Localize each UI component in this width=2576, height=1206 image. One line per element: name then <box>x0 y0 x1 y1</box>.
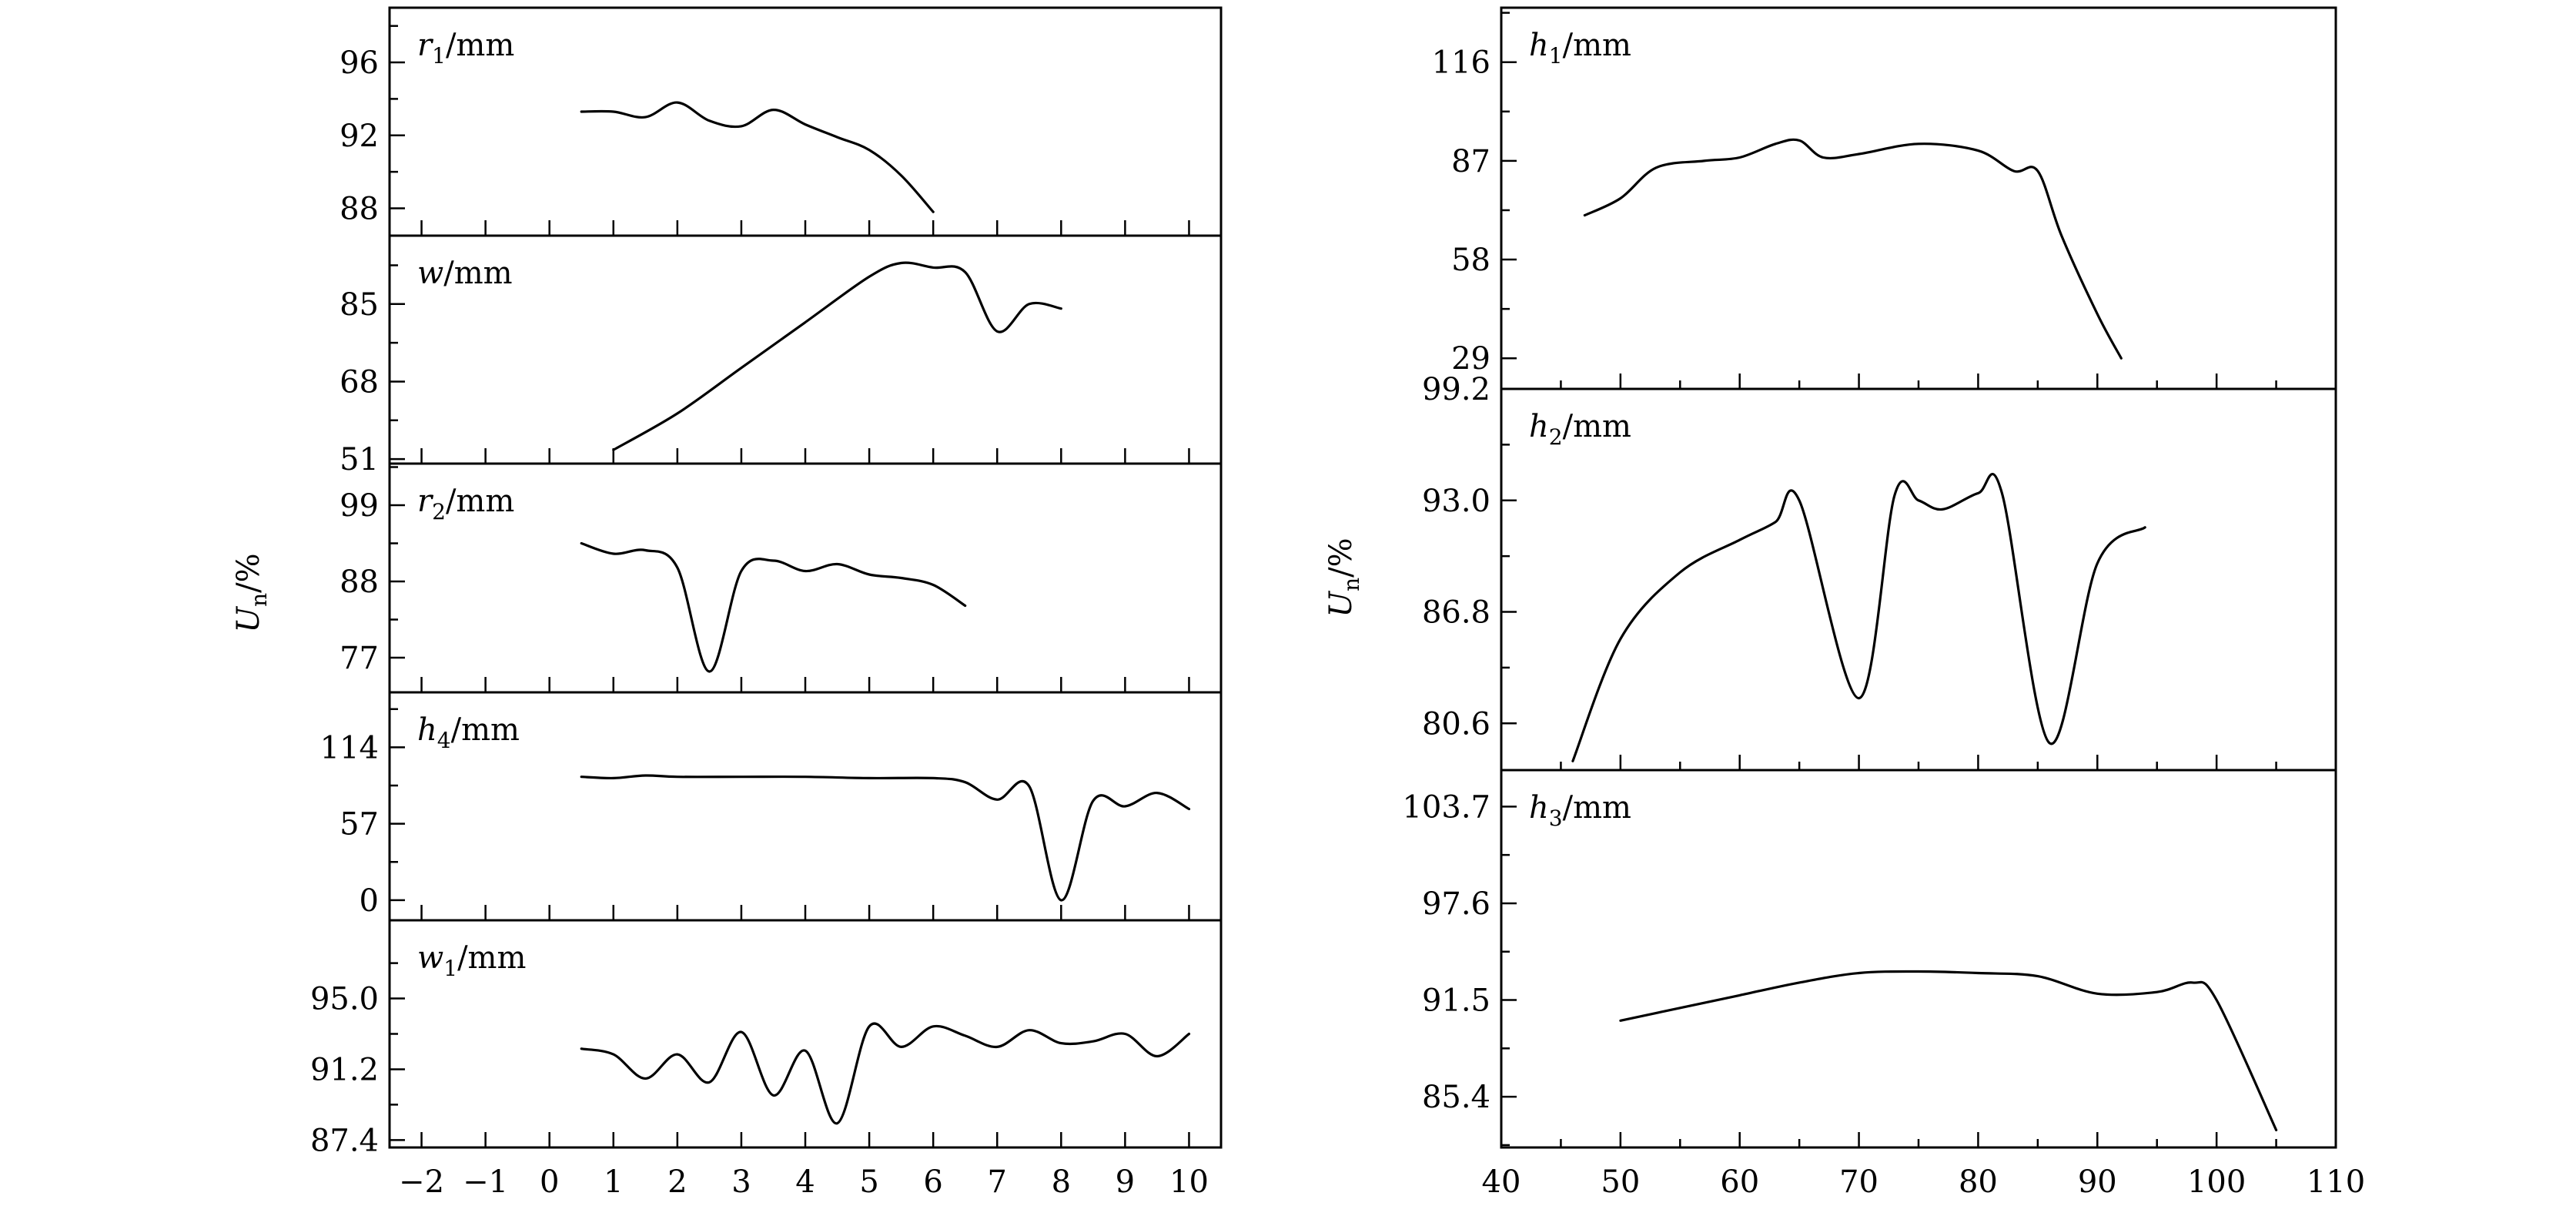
left-xtick-label: 3 <box>731 1164 751 1200</box>
left-panel-3-ytick-label: 99 <box>340 488 379 524</box>
right-xtick-label: 100 <box>2187 1164 2246 1200</box>
left-panel-2-series-line <box>612 261 1062 451</box>
right-panel-1-label: h1/mm <box>1529 28 1631 69</box>
left-panel-3: 77 88 99 r2/mm <box>340 462 1223 694</box>
right-panel-1-ytick-label: 58 <box>1451 243 1490 278</box>
left-panel-1-ytick-label: 92 <box>340 119 379 154</box>
right-panel-3-series-line <box>1619 970 2278 1131</box>
left-panel-2-ytick-label: 68 <box>340 364 379 400</box>
left-panel-5-series-line <box>580 1022 1191 1125</box>
left-panel-4-ytick-label: 114 <box>320 730 379 765</box>
right-panel-3: 85.4 91.5 97.6 103.7 h3/mm <box>1402 769 2337 1149</box>
left-panel-4: 0 57 114 h4/mm <box>320 691 1223 922</box>
left-xtick-label: 6 <box>923 1164 942 1200</box>
left-panel-4-ytick-label: 57 <box>340 807 379 843</box>
right-xtick-label: 50 <box>1601 1164 1640 1200</box>
right-panel-1: 29 58 87 116 h1/mm <box>1432 6 2337 390</box>
right-panel-2-series-line <box>1571 473 2146 762</box>
left-panel-3-ytick-label: 88 <box>340 564 379 600</box>
left-panel-5-ytick-label: 87.4 <box>310 1123 379 1158</box>
left-panel-5-ytick-label: 91.2 <box>310 1052 379 1087</box>
left-xtick-label: 10 <box>1169 1164 1209 1200</box>
right-panel-2-ytick-label: 86.8 <box>1422 595 1490 631</box>
left-xtick-label: 5 <box>859 1164 878 1200</box>
right-panel-2-ytick-label: 93.0 <box>1422 484 1490 519</box>
right-panel-3-label: h3/mm <box>1529 790 1631 831</box>
right-panel-1-series-line <box>1583 138 2123 360</box>
left-panel-2-ytick-label: 85 <box>340 287 379 323</box>
right-panel-2: 80.6 86.8 93.0 99.2 h2/mm <box>1422 372 2337 772</box>
left-panel-1-ytick-label: 88 <box>340 191 379 226</box>
right-xtick-label: 90 <box>2078 1164 2117 1200</box>
right-panel-2-frame <box>1500 387 2337 772</box>
right-column-plots: 29 58 87 116 h1/mm 80.6 86.8 93.0 99.2 h2/mm 85.4 9… <box>1402 6 2365 1200</box>
left-y-axis-title: Un/% <box>231 553 272 632</box>
right-panel-3-ytick-label: 97.6 <box>1422 886 1490 922</box>
right-panel-2-ytick-label: 80.6 <box>1422 706 1490 742</box>
left-xtick-label: 8 <box>1052 1164 1071 1200</box>
right-y-axis-title: Un/% <box>1323 538 1364 617</box>
right-panel-2-ytick-label: 99.2 <box>1422 372 1490 407</box>
right-panel-3-frame <box>1500 769 2337 1149</box>
left-panel-5-label: w1/mm <box>417 940 526 981</box>
left-panel-1-ytick-label: 96 <box>340 45 379 81</box>
left-xtick-label: −1 <box>463 1164 508 1200</box>
left-xtick-label: 7 <box>988 1164 1007 1200</box>
right-xtick-label: 60 <box>1720 1164 1759 1200</box>
right-panel-3-ytick-label: 85.4 <box>1422 1080 1490 1115</box>
left-xtick-label: 4 <box>795 1164 815 1200</box>
right-xtick-label: 110 <box>2307 1164 2365 1200</box>
left-panel-2-frame <box>388 234 1223 465</box>
left-panel-3-ytick-label: 77 <box>340 641 379 676</box>
left-panel-1: 88 92 96 r1/mm <box>340 6 1223 237</box>
right-xtick-label: 40 <box>1482 1164 1521 1200</box>
left-panel-2-ytick-label: 51 <box>340 442 379 477</box>
right-y-axis-label: Un/% <box>1323 538 1364 617</box>
right-xtick-label: 70 <box>1839 1164 1878 1200</box>
left-xtick-label: 9 <box>1116 1164 1135 1200</box>
left-panel-4-ytick-label: 0 <box>360 883 379 919</box>
left-panel-3-label: r2/mm <box>417 484 514 524</box>
right-panel-1-frame <box>1500 6 2337 390</box>
left-panel-5: 87.4 91.2 95.0 w1/mm <box>310 919 1223 1158</box>
left-panel-4-label: h4/mm <box>417 712 520 753</box>
right-panel-1-ytick-label: 29 <box>1451 341 1490 377</box>
left-panel-1-label: r1/mm <box>417 28 514 69</box>
right-panel-1-ytick-label: 116 <box>1432 45 1490 81</box>
right-xtick-label: 80 <box>1959 1164 1998 1200</box>
left-xtick-label: 1 <box>604 1164 623 1200</box>
right-panel-1-ytick-label: 87 <box>1451 144 1490 179</box>
left-panel-1-series-line <box>580 101 935 213</box>
left-panel-5-ytick-label: 95.0 <box>310 982 379 1017</box>
right-panel-2-label: h2/mm <box>1529 409 1631 450</box>
left-xtick-label: 0 <box>540 1164 559 1200</box>
left-panel-4-series-line <box>580 774 1191 902</box>
right-panel-3-ytick-label: 103.7 <box>1402 789 1490 825</box>
left-y-axis-label: Un/% <box>231 553 272 632</box>
left-xtick-label: −2 <box>399 1164 444 1200</box>
right-panel-3-ytick-label: 91.5 <box>1422 983 1490 1019</box>
left-panel-3-series-line <box>580 541 967 673</box>
left-panel-2-label: w/mm <box>417 256 513 291</box>
left-xtick-label: 2 <box>667 1164 687 1200</box>
left-panel-2: 51 68 85 w/mm <box>340 234 1223 477</box>
